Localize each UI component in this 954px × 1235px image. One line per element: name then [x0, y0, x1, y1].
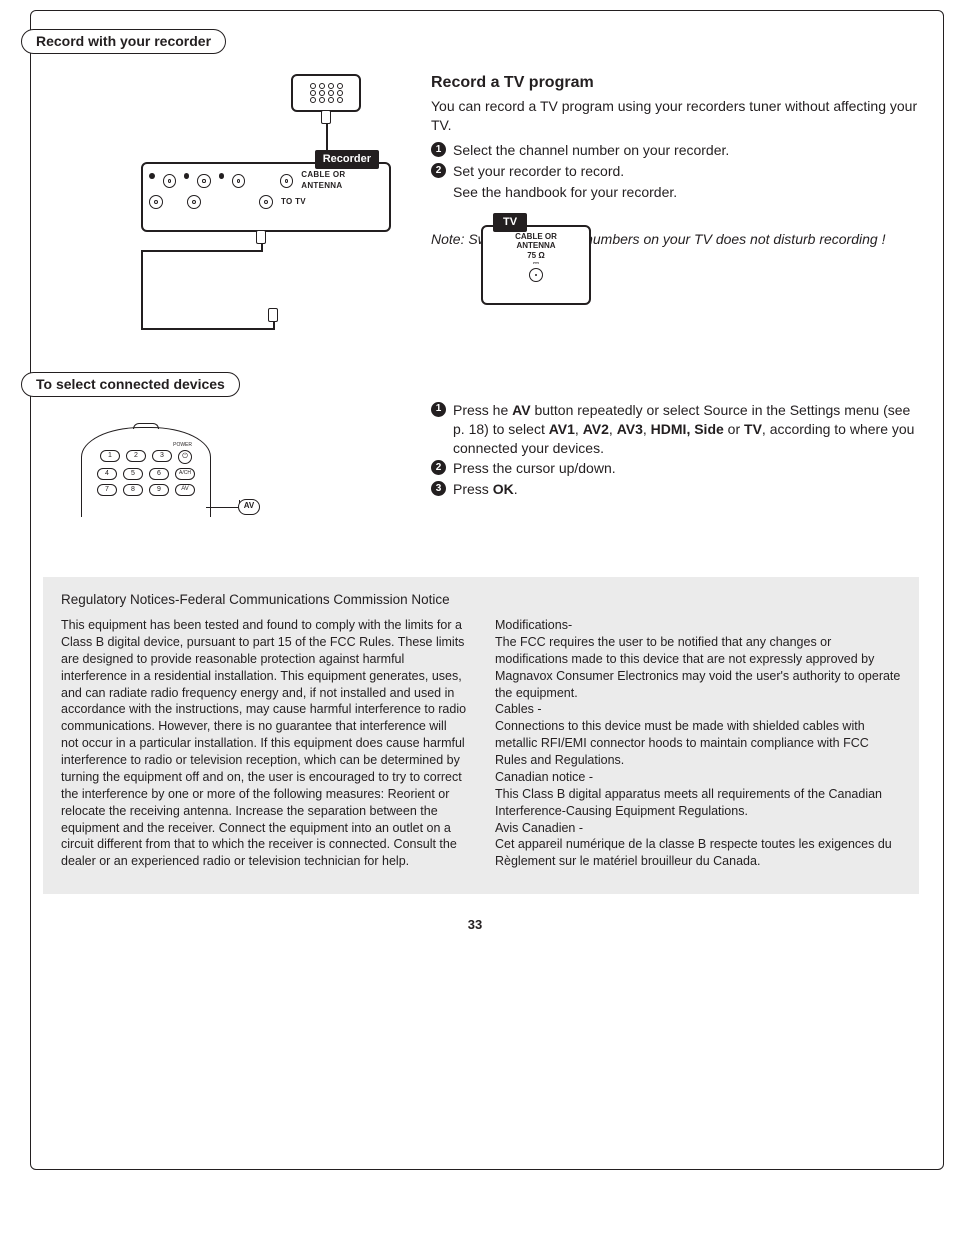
connection-diagram: Recorder CABLE OR ANTENNA [41, 54, 401, 342]
devices-step-2: 2Press the cursor up/down. [431, 459, 919, 478]
remote-control-icon: POWER 123⏻ 456A/CH 789AV AV [81, 427, 211, 517]
av-button-callout: AV [238, 499, 260, 515]
step-1: 1Select the channel number on your recor… [431, 141, 919, 160]
cable-antenna-label: CABLE OR ANTENNA [301, 170, 383, 192]
coax-icon [529, 268, 543, 282]
section-tab-record: Record with your recorder [21, 29, 226, 54]
record-steps: 1Select the channel number on your recor… [431, 141, 919, 181]
wall-outlet-icon [291, 74, 361, 112]
record-intro: You can record a TV program using your r… [431, 97, 919, 135]
regulatory-title: Regulatory Notices-Federal Communication… [61, 591, 901, 609]
page-number: 33 [31, 916, 919, 934]
record-sub: See the handbook for your recorder. [431, 183, 919, 202]
recorder-label: Recorder [315, 150, 379, 169]
tv-cable-label: CABLE OR ANTENNA [483, 233, 589, 251]
devices-step-1: 1Press he AV button repeatedly or select… [431, 401, 919, 458]
step-2: 2Set your recorder to record. [431, 162, 919, 181]
recorder-box: Recorder CABLE OR ANTENNA [141, 162, 391, 232]
to-tv-label: TO TV [281, 197, 306, 208]
callout-line [206, 507, 238, 508]
section-record: Recorder CABLE OR ANTENNA [31, 54, 919, 342]
regulatory-col-2: Modifications- The FCC requires the user… [495, 617, 901, 870]
page-frame: Record with your recorder Recorder [30, 10, 944, 1170]
regulatory-col-1: This equipment has been tested and found… [61, 617, 467, 870]
section-devices: POWER 123⏻ 456A/CH 789AV AV 1Press he AV… [31, 397, 919, 517]
regulatory-notice: Regulatory Notices-Federal Communication… [43, 577, 919, 894]
tv-label: TV [493, 213, 527, 232]
devices-steps: 1Press he AV button repeatedly or select… [431, 401, 919, 499]
tv-box: TV CABLE OR ANTENNA 75 Ω ⎓ [481, 225, 591, 305]
devices-step-3: 3Press OK. [431, 480, 919, 499]
record-heading: Record a TV program [431, 72, 919, 94]
section-tab-devices: To select connected devices [21, 372, 240, 397]
